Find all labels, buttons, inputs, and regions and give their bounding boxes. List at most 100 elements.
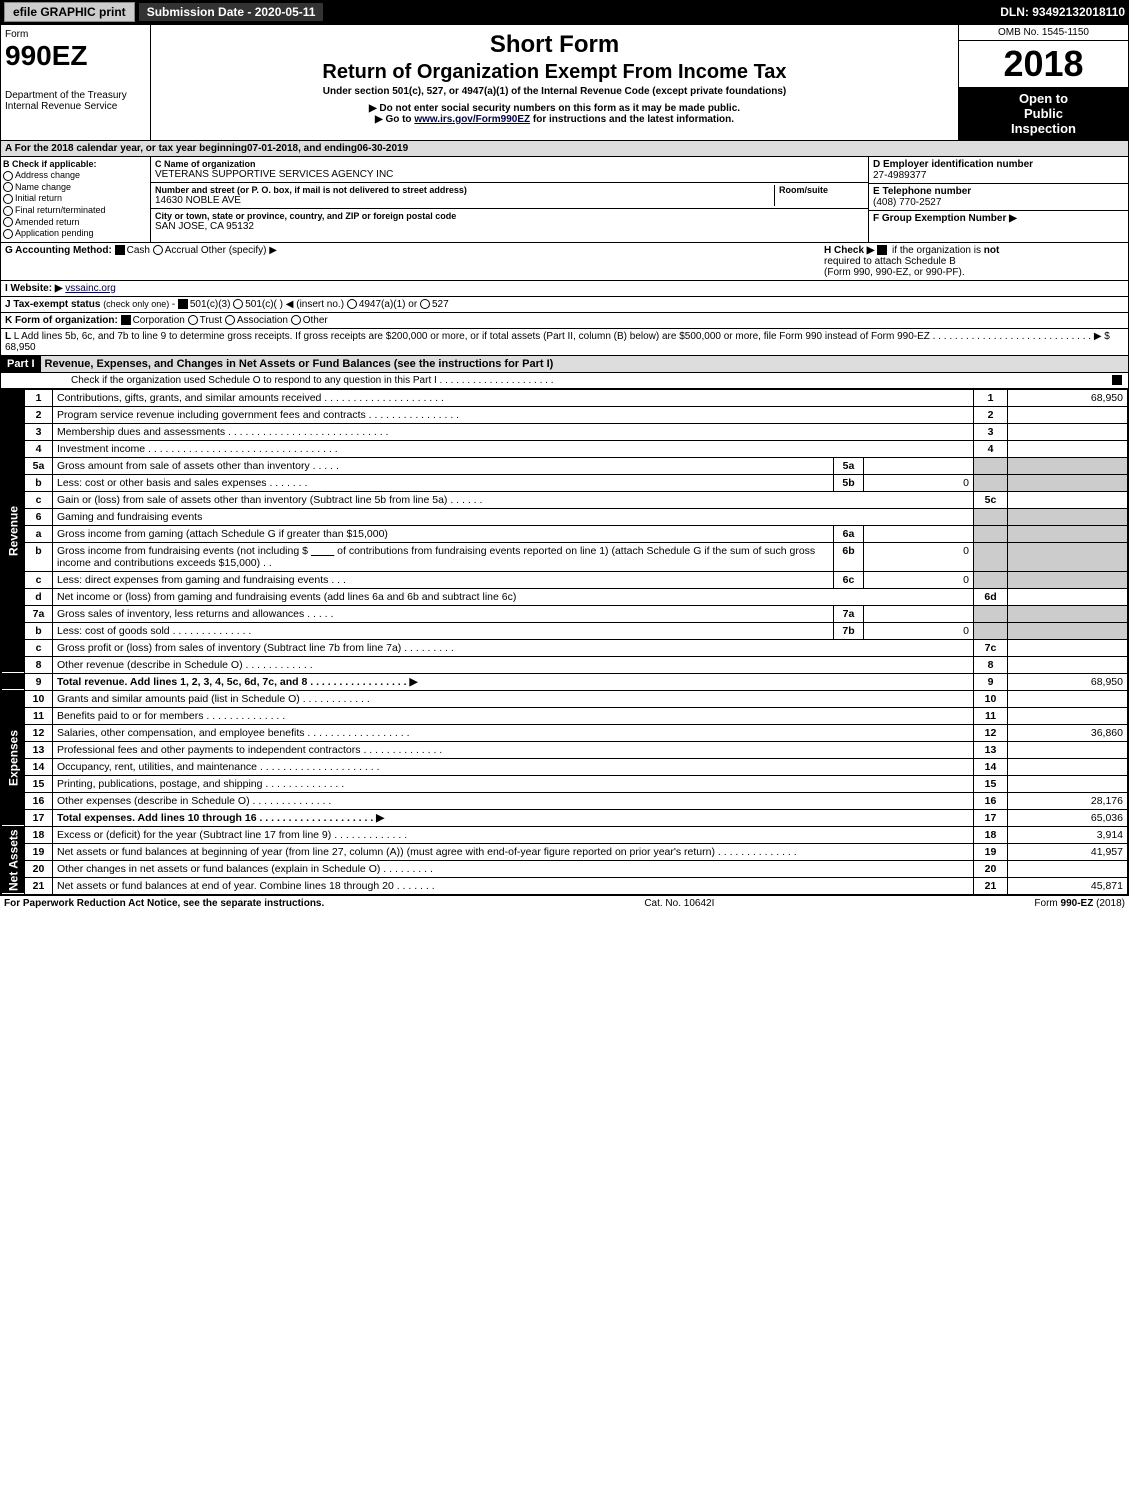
line-12-amt: 36,860 xyxy=(1008,724,1128,741)
line-10-box: 10 xyxy=(974,690,1008,707)
line-15-desc: Printing, publications, postage, and shi… xyxy=(53,775,974,792)
footer-form-ref: Form 990-EZ (2018) xyxy=(1034,898,1125,909)
part-i-label: Part I xyxy=(1,356,41,372)
org-city: SAN JOSE, CA 95132 xyxy=(155,221,864,232)
room-suite-label: Room/suite xyxy=(779,185,864,195)
line-15-num: 15 xyxy=(25,775,53,792)
line-14-amt xyxy=(1008,758,1128,775)
line-6a-desc: Gross income from gaming (attach Schedul… xyxy=(53,525,834,542)
line-8-num: 8 xyxy=(25,656,53,673)
chk-schedule-o-used[interactable] xyxy=(1112,375,1122,385)
line-4-num: 4 xyxy=(25,440,53,457)
chk-accrual[interactable] xyxy=(153,245,163,255)
line-7a-desc: Gross sales of inventory, less returns a… xyxy=(53,605,834,622)
line-7a-shade xyxy=(974,605,1008,622)
line-6-shade-amt xyxy=(1008,508,1128,525)
chk-other-org[interactable] xyxy=(291,315,301,325)
line-2-amt xyxy=(1008,406,1128,423)
line-6b-desc: Gross income from fundraising events (no… xyxy=(53,542,834,571)
chk-cash[interactable] xyxy=(115,245,125,255)
line-6b-inneramt: 0 xyxy=(864,542,974,571)
line-18-box: 18 xyxy=(974,826,1008,843)
line-13-amt xyxy=(1008,741,1128,758)
header-right: OMB No. 1545-1150 2018 Open to Public In… xyxy=(958,25,1128,140)
chk-amended-return[interactable]: Amended return xyxy=(3,217,148,228)
line-7b-inneramt: 0 xyxy=(864,622,974,639)
line-11-desc: Benefits paid to or for members . . . . … xyxy=(53,707,974,724)
line-14-desc: Occupancy, rent, utilities, and maintena… xyxy=(53,758,974,775)
chk-not-required-sched-b[interactable] xyxy=(877,245,887,255)
chk-association[interactable] xyxy=(225,315,235,325)
chk-corporation[interactable] xyxy=(121,315,131,325)
line-6a-shade-amt xyxy=(1008,525,1128,542)
chk-initial-return[interactable]: Initial return xyxy=(3,193,148,204)
line-16-num: 16 xyxy=(25,792,53,809)
irs-link[interactable]: www.irs.gov/Form990EZ xyxy=(414,114,530,125)
line-6d-amt xyxy=(1008,588,1128,605)
form-word: Form xyxy=(5,29,146,40)
line-10-desc: Grants and similar amounts paid (list in… xyxy=(53,690,974,707)
footer-cat-no: Cat. No. 10642I xyxy=(644,898,714,909)
line-10-num: 10 xyxy=(25,690,53,707)
line-6b-shade-amt xyxy=(1008,542,1128,571)
line-6a-shade xyxy=(974,525,1008,542)
b-check-label: B Check if applicable: xyxy=(3,159,148,169)
part-i-check-note: Check if the organization used Schedule … xyxy=(1,373,1128,389)
l-amount: 68,950 xyxy=(5,342,36,353)
line-6c-inneramt: 0 xyxy=(864,571,974,588)
line-5c-desc: Gain or (loss) from sale of assets other… xyxy=(53,491,974,508)
line-7a-inneramt xyxy=(864,605,974,622)
line-11-box: 11 xyxy=(974,707,1008,724)
i-website-row: I Website: ▶ vssainc.org xyxy=(1,280,1128,296)
chk-trust[interactable] xyxy=(188,315,198,325)
line-5b-inneramt: 0 xyxy=(864,474,974,491)
tax-period-row: A For the 2018 calendar year, or tax yea… xyxy=(1,141,1128,157)
side-label-net-assets: Net Assets xyxy=(2,826,25,894)
line-5c-box: 5c xyxy=(974,491,1008,508)
chk-4947[interactable] xyxy=(347,299,357,309)
line-7c-box: 7c xyxy=(974,639,1008,656)
chk-final-return[interactable]: Final return/terminated xyxy=(3,205,148,216)
line-19-num: 19 xyxy=(25,843,53,860)
line-6-desc: Gaming and fundraising events xyxy=(53,508,974,525)
line-8-box: 8 xyxy=(974,656,1008,673)
line-17-num: 17 xyxy=(25,809,53,826)
line-18-desc: Excess or (deficit) for the year (Subtra… xyxy=(53,826,974,843)
line-6d-num: d xyxy=(25,588,53,605)
chk-501c[interactable] xyxy=(233,299,243,309)
d-ein-value: 27-4989377 xyxy=(873,170,1124,181)
line-18-amt: 3,914 xyxy=(1008,826,1128,843)
line-5a-num: 5a xyxy=(25,457,53,474)
dept-treasury: Department of the Treasury xyxy=(5,90,146,101)
line-4-desc: Investment income . . . . . . . . . . . … xyxy=(53,440,974,457)
chk-501c3[interactable] xyxy=(178,299,188,309)
city-label: City or town, state or province, country… xyxy=(155,211,864,221)
efile-top-bar: efile GRAPHIC print Submission Date - 20… xyxy=(0,0,1129,24)
title-short-form: Short Form xyxy=(155,31,954,59)
chk-application-pending[interactable]: Application pending xyxy=(3,228,148,239)
line-6-shade xyxy=(974,508,1008,525)
line-6a-innerbox: 6a xyxy=(834,525,864,542)
org-street: 14630 NOBLE AVE xyxy=(155,195,774,206)
chk-name-change[interactable]: Name change xyxy=(3,182,148,193)
line-7c-amt xyxy=(1008,639,1128,656)
line-9-amt: 68,950 xyxy=(1008,673,1128,690)
line-1-box: 1 xyxy=(974,389,1008,406)
line-5a-innerbox: 5a xyxy=(834,457,864,474)
footer-paperwork-notice: For Paperwork Reduction Act Notice, see … xyxy=(4,898,324,909)
header-left: Form 990EZ Department of the Treasury In… xyxy=(1,25,151,140)
line-7b-shade xyxy=(974,622,1008,639)
period-prefix: A For the 2018 calendar year, or tax yea… xyxy=(5,143,247,154)
website-link[interactable]: vssainc.org xyxy=(65,283,116,294)
line-12-box: 12 xyxy=(974,724,1008,741)
line-5c-num: c xyxy=(25,491,53,508)
side-spacer-9 xyxy=(2,673,25,690)
line-6c-innerbox: 6c xyxy=(834,571,864,588)
line-6-num: 6 xyxy=(25,508,53,525)
efile-graphic-print-button[interactable]: efile GRAPHIC print xyxy=(4,2,135,22)
line-1-amt: 68,950 xyxy=(1008,389,1128,406)
chk-address-change[interactable]: Address change xyxy=(3,170,148,181)
chk-527[interactable] xyxy=(420,299,430,309)
line-14-num: 14 xyxy=(25,758,53,775)
line-16-box: 16 xyxy=(974,792,1008,809)
